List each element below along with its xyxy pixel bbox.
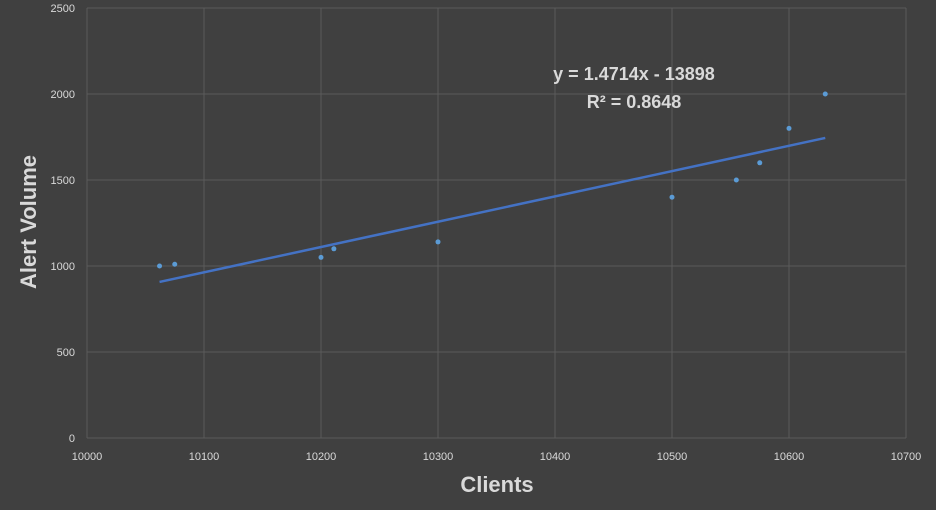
x-tick-label: 10700 — [891, 451, 922, 463]
x-tick-label: 10400 — [540, 451, 571, 463]
data-points — [157, 91, 828, 269]
y-axis-title: Alert Volume — [16, 155, 41, 289]
data-point — [172, 261, 178, 267]
trendline-r-squared: R² = 0.8648 — [587, 92, 682, 112]
y-tick-label: 2500 — [51, 3, 75, 15]
x-tick-label: 10200 — [306, 451, 337, 463]
y-axis-ticks: 0 500 1000 1500 2000 2500 — [51, 3, 75, 445]
data-point — [435, 239, 441, 245]
trendline-equation: y = 1.4714x - 13898 — [553, 64, 715, 84]
x-tick-label: 10100 — [189, 451, 220, 463]
trendline-group — [159, 136, 826, 284]
x-axis-title: Clients — [460, 472, 533, 497]
data-point — [757, 160, 763, 166]
grid-lines — [86, 7, 907, 439]
x-tick-label: 10000 — [72, 451, 103, 463]
x-axis-ticks: 10000 10100 10200 10300 10400 10500 10600 10700 — [72, 451, 922, 463]
y-tick-label: 1500 — [51, 175, 75, 187]
x-tick-label: 10300 — [423, 451, 454, 463]
trendline — [159, 136, 826, 284]
y-tick-label: 500 — [57, 347, 75, 359]
data-point — [318, 254, 324, 260]
data-point — [669, 194, 675, 200]
data-point — [331, 246, 337, 252]
x-tick-label: 10500 — [657, 451, 688, 463]
y-tick-label: 1000 — [51, 261, 75, 273]
x-tick-label: 10600 — [774, 451, 805, 463]
data-point — [786, 125, 792, 131]
y-tick-label: 2000 — [51, 89, 75, 101]
data-point — [733, 177, 739, 183]
y-tick-label: 0 — [69, 433, 75, 445]
data-point — [822, 91, 828, 97]
data-point — [157, 263, 163, 269]
